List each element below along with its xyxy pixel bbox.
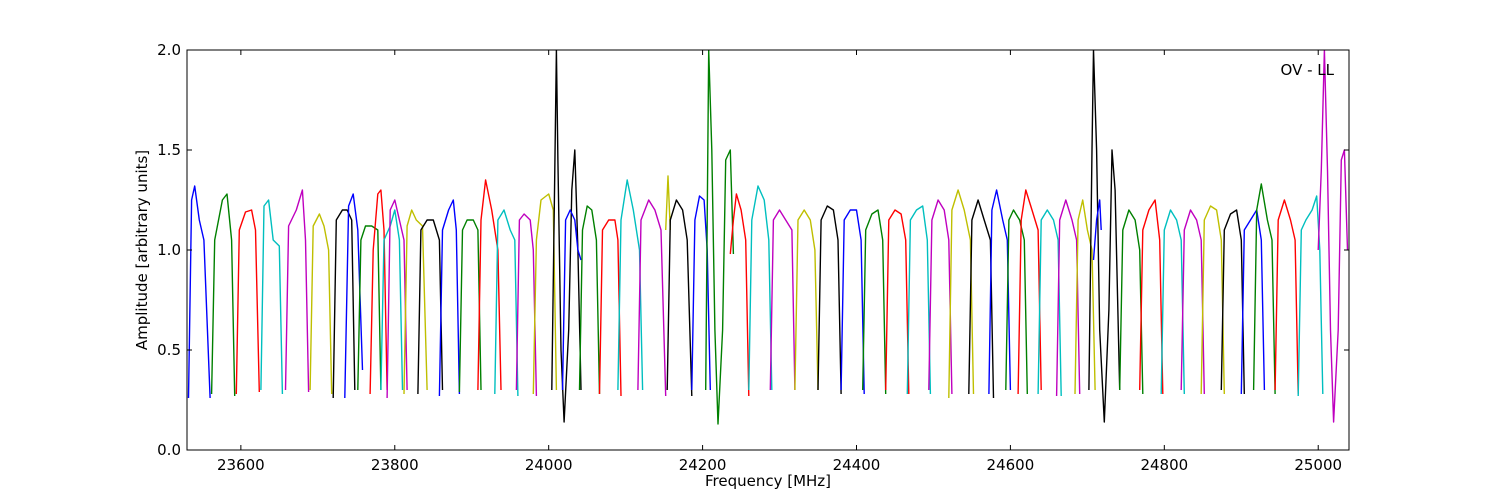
series-line [1092, 199, 1102, 261]
series-line [515, 213, 538, 397]
series-line [862, 209, 887, 395]
x-tick-label: 24000 [525, 456, 573, 474]
series-line [477, 179, 502, 391]
series-line [494, 209, 519, 397]
series-line [235, 209, 260, 395]
series-line [332, 209, 356, 399]
series-line [210, 193, 236, 397]
x-axis-label: Frequency [MHz] [705, 472, 831, 490]
series-line [1005, 209, 1028, 395]
x-tick-label: 24800 [1140, 456, 1188, 474]
y-axis-label: Amplitude [arbitrary units] [133, 150, 151, 350]
series-line [748, 185, 773, 391]
series-line [928, 199, 953, 395]
series-line [357, 225, 382, 391]
series-line [403, 209, 428, 395]
y-tick-label: 0.5 [157, 341, 181, 359]
y-tick-label: 2.0 [157, 41, 181, 59]
series-line [840, 209, 865, 395]
y-tick-label: 1.5 [157, 141, 181, 159]
series-line [284, 189, 310, 393]
series-line [665, 175, 671, 231]
x-tick-label: 23800 [371, 456, 419, 474]
series-line [637, 199, 667, 397]
series-line [551, 50, 582, 423]
series-line [417, 219, 444, 395]
series-line [260, 199, 284, 395]
series-line [1088, 50, 1121, 423]
series-line [906, 205, 932, 395]
series-layer [187, 50, 1349, 425]
series-line [369, 189, 388, 395]
series-line [666, 199, 693, 397]
x-tick-label: 24600 [987, 456, 1035, 474]
series-line [438, 199, 461, 397]
series-line [1252, 183, 1276, 395]
tick-layer: 23600 23800 24000 24200 24400 24600 24800 25000… [157, 41, 1349, 474]
axes-frame [186, 49, 1350, 451]
x-tick-label: 24400 [833, 456, 881, 474]
x-tick-label: 25000 [1294, 456, 1342, 474]
series-line [1240, 209, 1266, 395]
series-line [1119, 209, 1144, 395]
series-line [691, 195, 711, 391]
series-line [1017, 189, 1042, 395]
series-line [386, 199, 408, 399]
series-line [187, 185, 211, 399]
series-line [817, 205, 842, 395]
series-line [561, 209, 582, 391]
series-line [1317, 50, 1349, 423]
series-line [885, 209, 910, 395]
series-line [578, 205, 601, 395]
series-line [1074, 199, 1096, 395]
series-line [309, 213, 333, 395]
series-line [794, 209, 819, 391]
y-tick-label: 0.0 [157, 441, 181, 459]
series-line [598, 219, 622, 397]
series-line [1139, 199, 1164, 395]
y-tick-label: 1.0 [157, 241, 181, 259]
series-line [705, 50, 735, 425]
series-line [1220, 209, 1245, 395]
series-line [1180, 209, 1205, 395]
series-line [1297, 195, 1324, 397]
series-line [729, 193, 750, 397]
series-line [344, 193, 364, 399]
x-tick-label: 24200 [679, 456, 727, 474]
series-line [1274, 199, 1299, 395]
series-line [1200, 205, 1225, 395]
series-line [458, 219, 482, 393]
plot-annotation: OV - LL [1281, 61, 1335, 79]
series-line [769, 209, 796, 391]
series-line [1160, 209, 1185, 395]
x-tick-label: 23600 [217, 456, 265, 474]
series-line [380, 209, 404, 391]
